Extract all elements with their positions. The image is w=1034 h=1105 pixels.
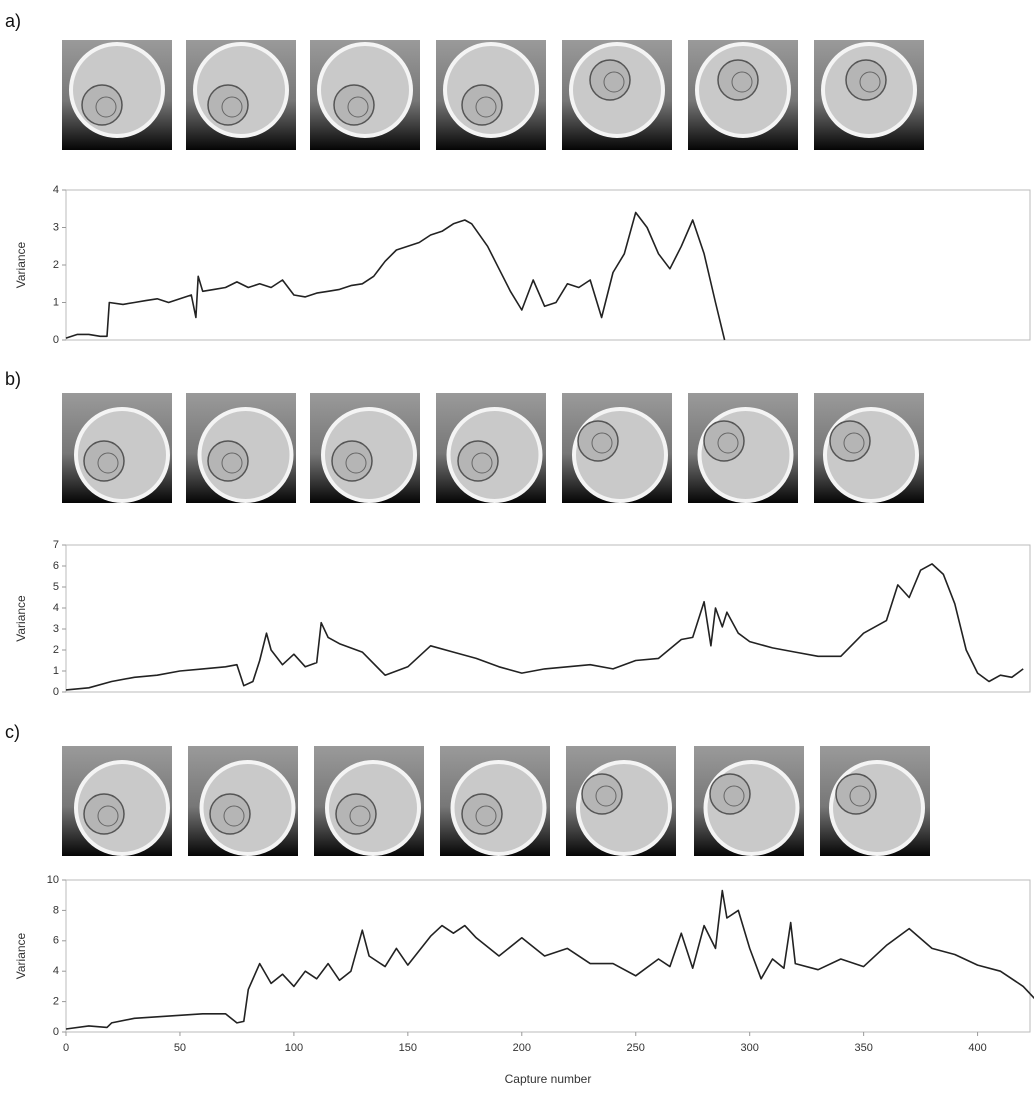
well	[69, 42, 165, 138]
embryo-image	[310, 40, 420, 150]
y-tick-label: 0	[53, 1026, 59, 1038]
embryo-detail	[349, 805, 371, 827]
x-tick-label: 300	[741, 1042, 759, 1054]
embryo-detail	[97, 805, 119, 827]
embryo-detail	[223, 805, 245, 827]
y-tick-label: 5	[53, 581, 59, 593]
embryo-image	[310, 393, 420, 503]
y-tick-label: 10	[47, 874, 59, 886]
embryo-image	[562, 393, 672, 503]
y-axis-label: Variance	[14, 595, 28, 642]
x-tick-label: 400	[968, 1042, 986, 1054]
embryo-detail	[475, 805, 497, 827]
x-tick-label: 150	[399, 1042, 417, 1054]
panel-label: a)	[5, 11, 21, 31]
embryo-image	[820, 746, 930, 856]
y-tick-label: 0	[53, 686, 59, 698]
embryo-image	[62, 40, 172, 150]
embryo-detail	[849, 785, 871, 807]
embryo-image	[314, 746, 424, 856]
embryo-detail	[97, 452, 119, 474]
embryo-image	[62, 746, 172, 856]
x-tick-label: 50	[174, 1042, 186, 1054]
embryo-detail	[475, 96, 497, 118]
embryo-detail	[95, 96, 117, 118]
plot-frame	[65, 879, 1031, 1033]
y-tick-label: 1	[53, 665, 59, 677]
y-tick-label: 8	[53, 904, 59, 916]
embryo-image	[62, 393, 172, 503]
embryo-detail	[843, 432, 865, 454]
embryo-detail	[859, 71, 881, 93]
y-tick-label: 4	[53, 965, 59, 977]
x-tick-label: 100	[285, 1042, 303, 1054]
y-tick-label: 4	[53, 184, 59, 196]
y-tick-label: 3	[53, 221, 59, 233]
embryo-detail	[603, 71, 625, 93]
embryo-detail	[731, 71, 753, 93]
embryo-image	[562, 40, 672, 150]
y-tick-label: 2	[53, 259, 59, 271]
embryo-detail	[345, 452, 367, 474]
y-tick-label: 1	[53, 296, 59, 308]
y-tick-label: 4	[53, 602, 59, 614]
embryo-image	[436, 393, 546, 503]
plot-frame	[65, 544, 1031, 693]
y-tick-label: 2	[53, 996, 59, 1008]
x-tick-label: 250	[627, 1042, 645, 1054]
y-axis-label: Variance	[14, 932, 28, 979]
embryo-detail	[221, 96, 243, 118]
embryo-image	[186, 393, 296, 503]
embryo-image	[186, 40, 296, 150]
embryo-image	[694, 746, 804, 856]
panel-label: b)	[5, 369, 21, 389]
data-line	[65, 211, 726, 341]
embryo-detail	[471, 452, 493, 474]
embryo-image	[566, 746, 676, 856]
embryo-image	[436, 40, 546, 150]
y-tick-label: 0	[53, 334, 59, 346]
x-tick-label: 200	[513, 1042, 531, 1054]
y-tick-label: 6	[53, 560, 59, 572]
embryo-detail	[723, 785, 745, 807]
embryo-image	[688, 40, 798, 150]
plot-frame	[65, 189, 1031, 341]
embryo-image	[440, 746, 550, 856]
data-line	[65, 889, 1034, 1030]
y-tick-label: 2	[53, 644, 59, 656]
embryo-detail	[591, 432, 613, 454]
x-axis-label: Capture number	[505, 1072, 592, 1086]
y-tick-label: 6	[53, 935, 59, 947]
y-tick-label: 7	[53, 539, 59, 551]
embryo-detail	[595, 785, 617, 807]
embryo-image	[688, 393, 798, 503]
embryo-image	[814, 40, 924, 150]
y-axis-label: Variance	[14, 241, 28, 288]
embryo-detail	[347, 96, 369, 118]
embryo-image	[188, 746, 298, 856]
embryo-detail	[717, 432, 739, 454]
y-tick-label: 3	[53, 623, 59, 635]
embryo-image	[814, 393, 924, 503]
embryo-detail	[221, 452, 243, 474]
x-tick-label: 350	[854, 1042, 872, 1054]
panel-label: c)	[5, 722, 20, 742]
x-tick-label: 0	[63, 1042, 69, 1054]
data-line	[65, 563, 1024, 691]
